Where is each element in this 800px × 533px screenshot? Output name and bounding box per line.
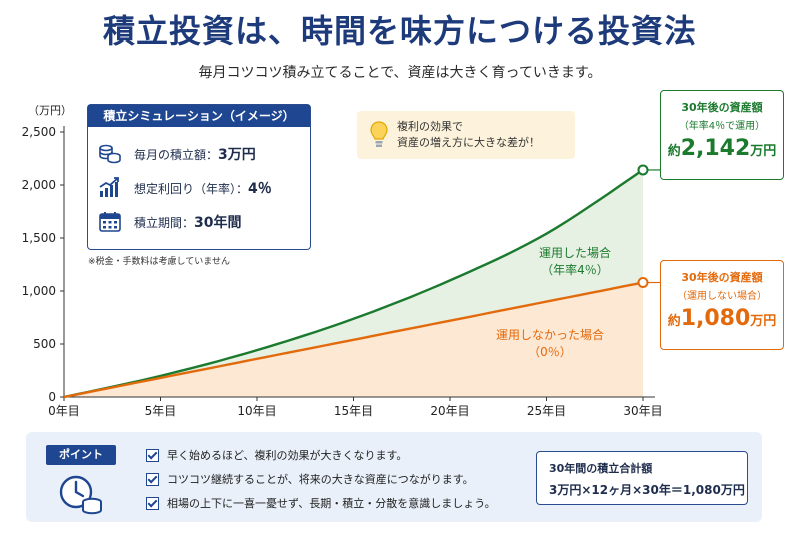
callout-not-invested: 30年後の資産額 （運用しない場合） 約1,080万円 [660, 260, 784, 350]
x-tick-label: 5年目 [145, 404, 177, 418]
y-tick-label: 1,500 [22, 231, 56, 245]
y-tick-label: 1,000 [22, 284, 56, 298]
sim-label-monthly: 毎月の積立額： [134, 147, 219, 162]
point-item: 早く始めるほど、複利の効果が大きくなります。 [146, 447, 407, 463]
points-badge: ポイント [46, 445, 116, 465]
clock-coins-icon [59, 475, 102, 515]
callout-invested: 30年後の資産額 （年率4％で運用） 約2,142万円 [660, 90, 784, 180]
y-tick-label: 0 [48, 390, 56, 404]
total-formula: 3万円×12ヶ月×30年＝1,080万円 [549, 483, 745, 497]
x-tick-label: 20年目 [430, 404, 469, 418]
disclaimer-note: ※税金・手数料は考慮していません [88, 257, 231, 267]
x-tick-label: 0年目 [48, 404, 80, 418]
page-title: 積立投資は、時間を味方につける投資法 [102, 12, 697, 50]
x-tick-label: 30年目 [623, 404, 662, 418]
compound-effect-hint: 複利の効果で 資産の増え方に大きな差が！ [357, 111, 575, 159]
check-icon [146, 448, 159, 462]
sim-row-monthly: 毎月の積立額： 3万円 [98, 143, 256, 165]
check-icon [146, 496, 159, 510]
coins-icon [99, 144, 121, 164]
asset-growth-chart: 0 500 1,000 1,500 2,000 2,500 （万円） 0年目 5年目 10年目 15… [22, 104, 663, 418]
sim-label-rate: 想定利回り（年率）： [134, 181, 249, 196]
check-icon [146, 472, 159, 486]
x-tick-label: 15年目 [334, 404, 373, 418]
callout-not-invested-condition: （運用しない場合） [677, 291, 767, 302]
y-axis-label: （万円） [28, 104, 72, 117]
y-tick-label: 2,000 [22, 178, 56, 192]
hint-line1: 複利の効果で [397, 120, 463, 133]
callout-not-invested-title: 30年後の資産額 [681, 271, 763, 284]
calendar-icon [99, 212, 121, 232]
series-label-invested: 運用した場合 （年率4％） [538, 246, 611, 277]
callout-invested-condition: （年率4％で運用） [678, 121, 766, 132]
callout-not-invested-amount: 約1,080万円 [667, 306, 777, 331]
page-subtitle: 毎月コツコツ積み立てることで、資産は大きく育っていきます。 [198, 65, 602, 81]
series-endpoint-1 [637, 277, 649, 289]
y-tick-label: 2,500 [22, 125, 56, 139]
sim-row-rate: 想定利回り（年率）： 4％ [98, 177, 272, 199]
x-tick-label: 10年目 [237, 404, 276, 418]
sim-value-rate: 4％ [248, 181, 272, 197]
simulation-header: 積立シミュレーション（イメージ） [88, 105, 310, 127]
lightbulb-icon [370, 121, 388, 147]
growth-chart-icon [99, 177, 119, 197]
series-line-0 [63, 168, 644, 399]
series-label-not-invested: 運用しなかった場合 （0％） [495, 328, 604, 359]
sim-label-period: 積立期間： [134, 215, 195, 230]
point-item: 相場の上下に一喜一憂せず、長期・積立・分散を意識しましょう。 [146, 495, 496, 511]
hint-line2: 資産の増え方に大きな差が！ [397, 136, 540, 149]
callout-invested-title: 30年後の資産額 [681, 101, 763, 114]
point-item: コツコツ継続することが、将来の大きな資産につながります。 [146, 471, 474, 487]
points-panel: ポイント 早く始めるほど、複利の効果が大きくなります。 コツコツ継続することが、… [26, 432, 762, 522]
x-tick-label: 25年目 [527, 404, 566, 418]
sim-value-period: 30年間 [194, 215, 242, 231]
total-contribution-box: 30年間の積立合計額 3万円×12ヶ月×30年＝1,080万円 [536, 451, 748, 505]
callout-invested-amount: 約2,142万円 [667, 136, 777, 161]
simulation-box: 積立シミュレーション（イメージ） 毎月の積立額： 3万円 想定利回り（年率）： … [87, 104, 311, 250]
total-label: 30年間の積立合計額 [549, 462, 653, 475]
sim-value-monthly: 3万円 [218, 147, 256, 163]
y-tick-label: 500 [33, 337, 56, 351]
series-endpoint-0 [637, 164, 649, 176]
sim-row-period: 積立期間： 30年間 [98, 211, 242, 233]
series-line-1 [63, 281, 644, 399]
